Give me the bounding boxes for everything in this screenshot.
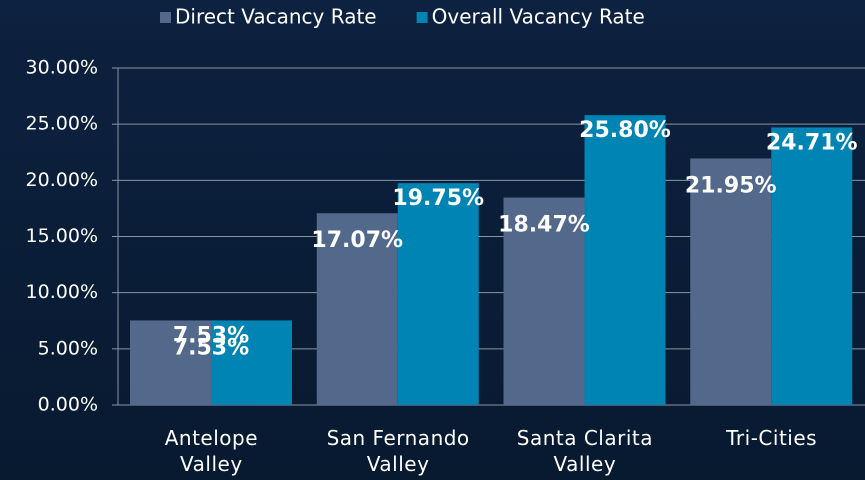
bar	[584, 115, 666, 406]
bar	[690, 158, 772, 405]
data-label: 7.53%	[173, 335, 249, 360]
legend-swatch	[160, 12, 171, 23]
y-tick-label: 5.00%	[38, 337, 98, 359]
bar	[397, 183, 479, 405]
data-label: 7.53%	[173, 323, 249, 348]
y-tick-label: 25.00%	[26, 113, 98, 135]
bar	[771, 127, 853, 406]
legend-label: Overall Vacancy Rate	[432, 5, 645, 29]
data-label: 21.95%	[685, 173, 777, 198]
bar	[211, 320, 292, 405]
y-tick-label: 20.00%	[26, 169, 98, 191]
y-tick-label: 30.00%	[26, 57, 98, 79]
bar	[316, 213, 398, 405]
x-tick-label: Antelope Valley	[164, 426, 259, 476]
y-tick-label: 15.00%	[26, 225, 98, 247]
data-label: 24.71%	[766, 130, 858, 155]
legend-swatch	[416, 12, 428, 23]
x-tick-label: Santa Clarita Valley	[516, 426, 653, 476]
bar	[130, 320, 211, 405]
data-label: 19.75%	[392, 186, 484, 211]
data-label: 17.07%	[311, 228, 403, 253]
x-tick-label: Tri-Cities	[726, 426, 818, 450]
y-tick-label: 10.00%	[26, 281, 98, 303]
data-label: 25.80%	[579, 118, 671, 143]
y-tick-label: 0.00%	[38, 394, 98, 416]
data-label: 18.47%	[498, 213, 590, 238]
bar	[503, 197, 585, 405]
legend-label: Direct Vacancy Rate	[175, 5, 377, 29]
x-tick-label: San Fernando Valley	[326, 426, 470, 476]
